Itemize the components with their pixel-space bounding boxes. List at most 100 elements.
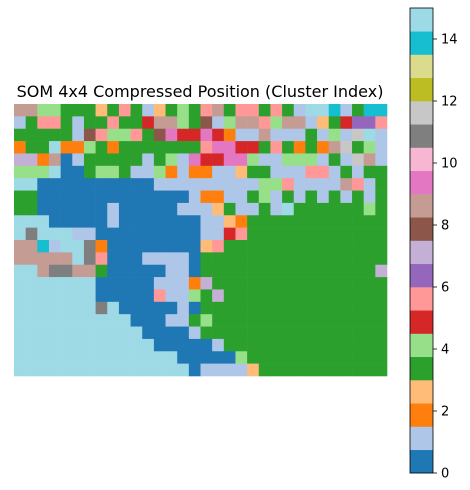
heatmap-cell	[153, 338, 166, 352]
heatmap-cell	[212, 215, 225, 228]
heatmap-cell	[235, 252, 248, 266]
heatmap-cell	[37, 252, 50, 266]
colorbar-segment	[410, 310, 433, 334]
heatmap-cell	[270, 165, 283, 179]
heatmap-cell	[60, 252, 73, 266]
heatmap-cell	[340, 301, 353, 315]
heatmap-cell	[142, 227, 155, 241]
heatmap-cell	[317, 190, 330, 204]
heatmap-cell	[25, 326, 38, 340]
heatmap-cell	[352, 128, 364, 142]
heatmap-cell	[14, 240, 26, 253]
heatmap-cell	[25, 190, 38, 204]
heatmap-cell	[95, 264, 108, 278]
heatmap-cell	[282, 153, 295, 167]
heatmap-cell	[72, 326, 85, 340]
heatmap-cell	[375, 190, 388, 204]
heatmap-cell	[107, 190, 120, 204]
heatmap-cell	[363, 240, 376, 253]
heatmap-cell	[258, 178, 271, 191]
heatmap-cell	[188, 190, 201, 204]
heatmap-cell	[14, 301, 26, 315]
heatmap-cell	[37, 326, 50, 340]
heatmap-cell	[212, 351, 225, 364]
heatmap-cell	[177, 104, 190, 117]
heatmap-cell	[142, 314, 155, 327]
heatmap-cell	[153, 289, 166, 303]
heatmap-cell	[200, 190, 213, 204]
heatmap-cell	[317, 141, 330, 154]
heatmap-cell	[130, 141, 143, 154]
heatmap-cell	[328, 363, 341, 377]
heatmap-cell	[293, 252, 306, 266]
heatmap-cell	[177, 252, 190, 266]
heatmap-cell	[107, 227, 120, 241]
heatmap-cell	[235, 240, 248, 253]
heatmap-cell	[153, 215, 166, 228]
heatmap-cell	[48, 215, 61, 228]
heatmap-cell	[270, 240, 283, 253]
heatmap-cell	[25, 264, 38, 278]
heatmap-cell	[223, 277, 236, 290]
heatmap-cell	[14, 141, 26, 154]
heatmap-cell	[107, 252, 120, 266]
heatmap-cell	[212, 227, 225, 241]
heatmap-cell	[363, 202, 376, 216]
heatmap-cell	[200, 326, 213, 340]
heatmap-cell	[130, 165, 143, 179]
heatmap-cell	[142, 301, 155, 315]
heatmap-cell	[212, 240, 225, 253]
heatmap-cell	[247, 351, 260, 364]
heatmap-cell	[37, 240, 50, 253]
heatmap-cell	[60, 116, 73, 130]
heatmap-cell	[317, 227, 330, 241]
heatmap-cell	[352, 141, 364, 154]
heatmap-cell	[375, 289, 388, 303]
heatmap-cell	[282, 240, 295, 253]
heatmap-cell	[60, 277, 73, 290]
heatmap-cell	[363, 190, 376, 204]
heatmap-cell	[200, 240, 213, 253]
heatmap-cell	[37, 116, 50, 130]
heatmap-cell	[200, 351, 213, 364]
heatmap-cell	[188, 153, 201, 167]
heatmap-cell	[305, 252, 318, 266]
heatmap-cell	[200, 252, 213, 266]
heatmap-cell	[363, 165, 376, 179]
colorbar-segment	[410, 356, 433, 381]
heatmap-cell	[72, 116, 85, 130]
heatmap-cell	[328, 240, 341, 253]
heatmap-cell	[282, 264, 295, 278]
heatmap-cell	[270, 227, 283, 241]
heatmap-cell	[83, 363, 96, 377]
heatmap-cell	[14, 190, 26, 204]
heatmap-cell	[270, 116, 283, 130]
heatmap-cell	[282, 178, 295, 191]
heatmap-cell	[48, 116, 61, 130]
heatmap-cell	[72, 104, 85, 117]
heatmap-cell	[25, 338, 38, 352]
heatmap-cell	[258, 289, 271, 303]
heatmap-cell	[14, 264, 26, 278]
heatmap-cell	[363, 252, 376, 266]
heatmap-cell	[340, 289, 353, 303]
heatmap-cell	[95, 190, 108, 204]
heatmap-cell	[340, 351, 353, 364]
heatmap-cell	[72, 215, 85, 228]
heatmap-cell	[72, 165, 85, 179]
heatmap-cell	[83, 165, 96, 179]
heatmap-cell	[223, 240, 236, 253]
heatmap-cell	[118, 277, 131, 290]
heatmap-cell	[212, 338, 225, 352]
heatmap-cell	[235, 141, 248, 154]
heatmap-cell	[363, 314, 376, 327]
heatmap-cell	[212, 326, 225, 340]
heatmap-cell	[118, 128, 131, 142]
cluster-heatmap	[14, 104, 388, 377]
heatmap-cell	[363, 277, 376, 290]
heatmap-cell	[258, 277, 271, 290]
heatmap-cell	[188, 165, 201, 179]
heatmap-cell	[165, 190, 178, 204]
heatmap-cell	[48, 301, 61, 315]
